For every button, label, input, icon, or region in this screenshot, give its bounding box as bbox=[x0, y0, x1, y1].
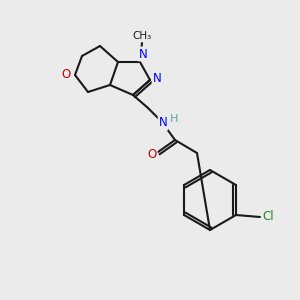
Text: O: O bbox=[147, 148, 157, 160]
Text: H: H bbox=[170, 114, 178, 124]
Text: Cl: Cl bbox=[262, 211, 274, 224]
Text: N: N bbox=[139, 47, 147, 61]
Text: N: N bbox=[159, 116, 167, 130]
Text: CH₃: CH₃ bbox=[132, 31, 152, 41]
Text: N: N bbox=[153, 71, 161, 85]
Text: O: O bbox=[61, 68, 70, 80]
